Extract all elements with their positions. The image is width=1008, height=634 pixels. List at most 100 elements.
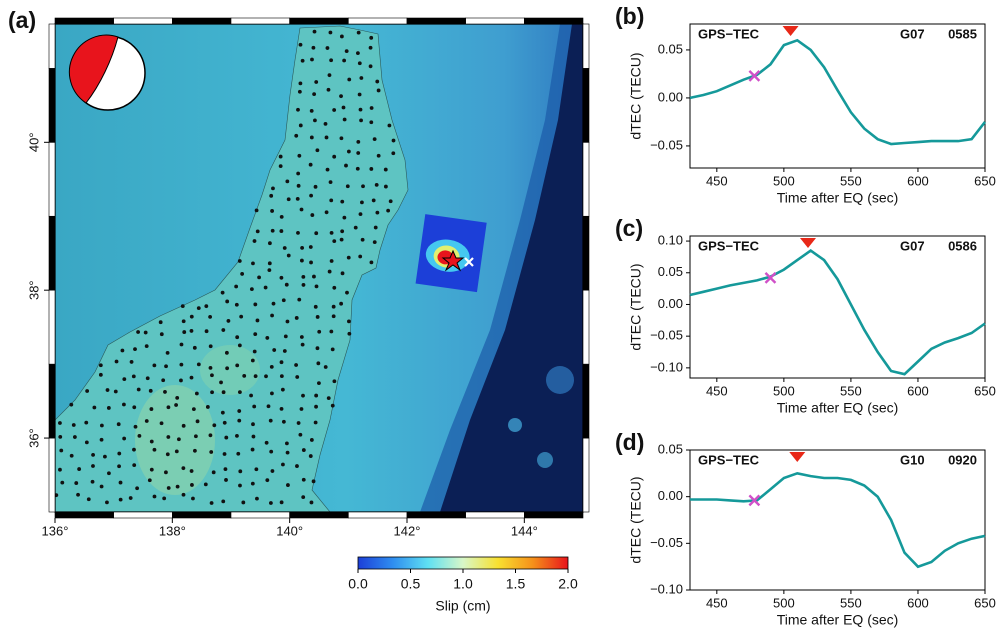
- station-dot: [314, 80, 318, 84]
- station-dot: [257, 276, 261, 280]
- station-dot: [300, 335, 304, 339]
- station-dot: [190, 376, 194, 380]
- station-dot: [392, 139, 396, 143]
- station-dot: [223, 452, 227, 456]
- frame-block: [466, 512, 525, 518]
- station-dot: [296, 172, 300, 176]
- station-dot: [153, 495, 157, 499]
- frame-block: [49, 68, 55, 142]
- station-dot: [235, 434, 239, 438]
- station-dot: [192, 407, 196, 411]
- station-dot: [91, 453, 95, 457]
- station-dot: [103, 455, 107, 459]
- station-dot: [234, 285, 238, 289]
- x-tick-label: 600: [907, 173, 929, 188]
- frame-block: [49, 290, 55, 364]
- station-dot: [238, 344, 242, 348]
- station-dot: [160, 332, 164, 336]
- station-dot: [356, 140, 360, 144]
- station-dot: [191, 497, 195, 501]
- station-dot: [301, 275, 305, 279]
- station-dot: [162, 496, 166, 500]
- frame-block: [407, 18, 466, 24]
- station-dot: [196, 419, 200, 423]
- station-dot: [195, 392, 199, 396]
- station-dot: [373, 137, 377, 141]
- station-dot: [342, 216, 346, 220]
- station-dot: [375, 80, 379, 84]
- figure: (a)136°138°140°142°144°36°38°40°0.00.51.…: [0, 0, 1008, 634]
- station-dot: [222, 390, 226, 394]
- station-dot: [295, 464, 299, 468]
- station-dot: [60, 481, 64, 485]
- station-dot: [251, 448, 255, 452]
- station-dot: [286, 320, 290, 324]
- station-dot: [330, 259, 334, 263]
- station-dot: [161, 378, 165, 382]
- station-dot: [209, 344, 213, 348]
- station-dot: [310, 438, 314, 442]
- station-label: 0920: [948, 452, 977, 467]
- station-dot: [316, 346, 320, 350]
- station-dot: [315, 148, 319, 152]
- station-dot: [175, 449, 179, 453]
- station-dot: [150, 407, 154, 411]
- frame-block: [583, 142, 589, 216]
- frame-block: [49, 438, 55, 512]
- frame-block: [407, 512, 466, 518]
- station-dot: [280, 276, 284, 280]
- station-dot: [279, 229, 283, 233]
- station-dot: [251, 422, 255, 426]
- station-dot: [314, 421, 318, 425]
- station-dot: [91, 480, 95, 484]
- station-dot: [221, 328, 225, 332]
- station-dot: [358, 93, 362, 97]
- station-dot: [285, 283, 289, 287]
- station-dot: [286, 451, 290, 455]
- station-dot: [265, 478, 269, 482]
- station-dot: [280, 215, 284, 219]
- colorbar: [358, 557, 568, 569]
- station-dot: [224, 436, 228, 440]
- station-dot: [254, 467, 258, 471]
- colorbar-tick-label: 0.0: [348, 576, 368, 592]
- station-dot: [268, 261, 272, 265]
- x-tick-label: 450: [706, 595, 728, 610]
- station-dot: [329, 180, 333, 184]
- station-dot: [309, 454, 313, 458]
- station-dot: [369, 36, 373, 40]
- x-tick-label: 550: [840, 173, 862, 188]
- station-dot: [87, 497, 91, 501]
- station-dot: [225, 300, 229, 304]
- station-dot: [358, 255, 362, 259]
- plot-frame: [690, 236, 985, 378]
- station-dot: [212, 423, 216, 427]
- frame-block: [583, 438, 589, 512]
- station-dot: [312, 479, 316, 483]
- station-dot: [300, 259, 304, 263]
- y-tick-label: −0.05: [650, 535, 683, 550]
- station-dot: [271, 469, 275, 473]
- station-dot: [299, 124, 303, 128]
- station-dot: [327, 88, 331, 92]
- station-dot: [347, 256, 351, 260]
- station-dot: [76, 493, 80, 497]
- station-dot: [130, 360, 134, 364]
- station-dot: [176, 485, 180, 489]
- station-dot: [253, 350, 257, 354]
- station-dot: [358, 61, 362, 65]
- panel-title: GPS−TEC: [698, 26, 760, 41]
- station-dot: [332, 286, 336, 290]
- station-dot: [296, 231, 300, 235]
- station-dot: [312, 46, 316, 50]
- station-dot: [148, 478, 152, 482]
- station-dot: [209, 450, 213, 454]
- station-dot: [347, 332, 351, 336]
- satellite-label: G10: [900, 452, 925, 467]
- station-dot: [314, 185, 318, 189]
- station-dot: [194, 434, 198, 438]
- station-dot: [326, 46, 330, 50]
- station-dot: [374, 226, 378, 230]
- station-dot: [164, 364, 168, 368]
- x-tick-label: 600: [907, 595, 929, 610]
